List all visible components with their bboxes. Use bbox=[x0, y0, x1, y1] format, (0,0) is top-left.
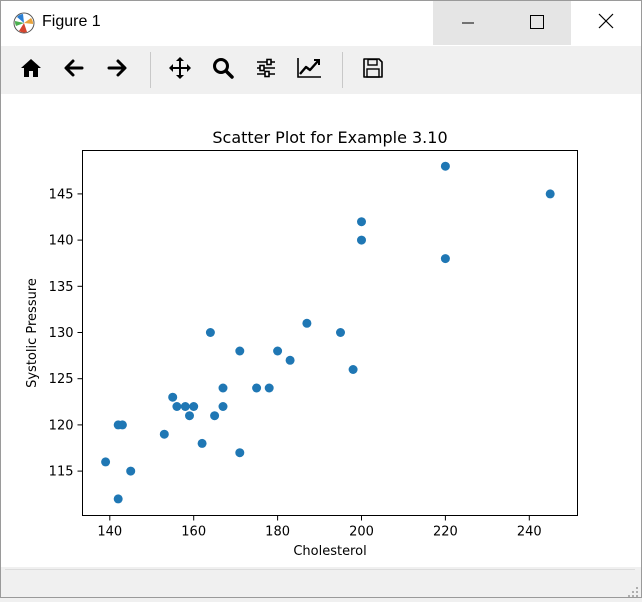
data-point-21 bbox=[285, 355, 295, 365]
maximize-icon bbox=[529, 14, 544, 33]
matplotlib-app-icon bbox=[13, 12, 35, 34]
save-icon bbox=[362, 57, 384, 83]
x-tick-label: 160 bbox=[181, 525, 206, 540]
home-button[interactable] bbox=[15, 54, 47, 86]
y-tick-label: 130 bbox=[49, 326, 74, 341]
data-point-18 bbox=[252, 383, 262, 393]
data-point-13 bbox=[210, 411, 220, 421]
data-point-20 bbox=[273, 346, 283, 356]
y-tick-label: 135 bbox=[49, 280, 74, 295]
data-point-25 bbox=[357, 217, 366, 227]
data-point-24 bbox=[348, 365, 358, 374]
y-tick-label: 120 bbox=[49, 418, 74, 433]
edit-axes-button[interactable] bbox=[293, 54, 325, 86]
data-point-6 bbox=[168, 392, 178, 402]
data-points bbox=[101, 161, 555, 504]
data-point-16 bbox=[235, 346, 245, 356]
status-message-area bbox=[5, 569, 635, 594]
data-point-15 bbox=[218, 402, 228, 411]
navigation-toolbar bbox=[1, 46, 641, 94]
data-point-29 bbox=[545, 189, 555, 199]
data-point-12 bbox=[205, 328, 215, 337]
data-point-7 bbox=[172, 402, 182, 411]
back-button[interactable] bbox=[58, 54, 90, 86]
y-tick-label: 125 bbox=[49, 372, 74, 387]
forward-button[interactable] bbox=[101, 54, 133, 86]
data-point-27 bbox=[440, 161, 450, 171]
data-point-22 bbox=[302, 318, 312, 328]
axes-frame bbox=[82, 150, 578, 516]
figure-canvas[interactable]: Scatter Plot for Example 3.10 140 160 180 2… bbox=[1, 94, 641, 567]
data-point-1 bbox=[113, 494, 123, 504]
data-point-11 bbox=[197, 438, 207, 448]
data-point-26 bbox=[357, 235, 366, 245]
resize-grip-icon[interactable] bbox=[627, 583, 639, 597]
chart-title: Scatter Plot for Example 3.10 bbox=[212, 128, 447, 147]
data-point-14 bbox=[218, 383, 228, 393]
y-axis-label: Systolic Pressure bbox=[25, 278, 40, 388]
back-arrow-icon bbox=[63, 57, 85, 83]
data-point-3 bbox=[117, 420, 127, 430]
x-axis-label: Cholesterol bbox=[293, 544, 366, 559]
zoom-button[interactable] bbox=[207, 54, 239, 86]
window-title: Figure 1 bbox=[42, 13, 101, 30]
home-icon bbox=[20, 57, 42, 83]
toolbar-separator bbox=[342, 52, 343, 88]
close-icon bbox=[598, 13, 614, 33]
data-point-17 bbox=[235, 448, 245, 458]
status-bar bbox=[1, 567, 641, 597]
y-axis-ticks: 115 120 125 130 135 140 145 bbox=[49, 187, 83, 480]
x-axis-ticks: 140 160 180 200 220 240 bbox=[97, 515, 542, 540]
edit-axes-icon bbox=[296, 56, 322, 84]
data-point-5 bbox=[159, 429, 169, 439]
data-point-4 bbox=[126, 466, 136, 476]
close-button[interactable] bbox=[571, 1, 641, 45]
zoom-icon bbox=[211, 56, 235, 84]
y-tick-label: 140 bbox=[49, 234, 74, 249]
data-point-10 bbox=[189, 402, 199, 411]
x-tick-label: 200 bbox=[349, 525, 374, 540]
configure-subplots-button[interactable] bbox=[250, 54, 282, 86]
data-point-8 bbox=[180, 402, 190, 411]
minimize-icon bbox=[461, 14, 474, 33]
x-tick-label: 180 bbox=[265, 525, 290, 540]
data-point-19 bbox=[264, 383, 274, 393]
y-tick-label: 145 bbox=[49, 187, 74, 202]
x-tick-label: 220 bbox=[433, 525, 458, 540]
configure-subplots-icon bbox=[254, 56, 278, 84]
title-bar[interactable]: Figure 1 bbox=[1, 1, 641, 46]
data-point-23 bbox=[336, 328, 345, 337]
save-button[interactable] bbox=[357, 54, 389, 86]
scatter-plot: Scatter Plot for Example 3.10 140 160 180 2… bbox=[25, 128, 578, 559]
y-tick-label: 115 bbox=[49, 465, 74, 480]
toolbar-separator bbox=[150, 52, 151, 88]
data-point-9 bbox=[185, 411, 194, 421]
pan-button[interactable] bbox=[164, 54, 196, 86]
data-point-28 bbox=[440, 254, 450, 264]
maximize-button[interactable] bbox=[502, 1, 571, 45]
x-tick-label: 240 bbox=[517, 525, 542, 540]
x-tick-label: 140 bbox=[97, 525, 122, 540]
minimize-button[interactable] bbox=[433, 1, 502, 45]
data-point-0 bbox=[101, 457, 111, 467]
forward-arrow-icon bbox=[106, 57, 128, 83]
pan-icon bbox=[168, 56, 192, 84]
